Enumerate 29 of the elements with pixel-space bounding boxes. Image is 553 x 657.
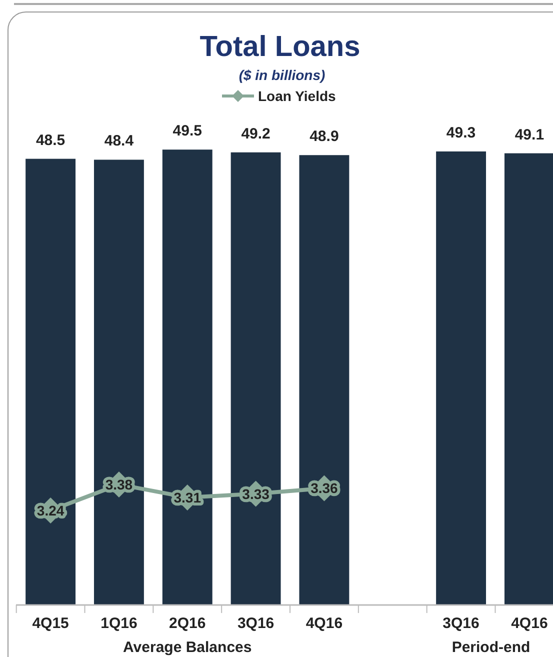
bar bbox=[26, 158, 76, 605]
data-label: 49.5 bbox=[172, 122, 202, 140]
x-tick-label: 3Q16 bbox=[442, 615, 480, 632]
chart-title: Total Loans bbox=[200, 31, 360, 63]
text: Average Balances bbox=[123, 639, 252, 656]
bar bbox=[94, 160, 144, 605]
x-tick-label: 4Q15 bbox=[32, 615, 69, 632]
data-label: 48.9 bbox=[310, 128, 339, 146]
bar bbox=[299, 155, 350, 605]
legend-label: Loan Yields bbox=[258, 88, 336, 104]
x-tick-label: 4Q16 bbox=[306, 615, 343, 632]
data-label: 3.38 bbox=[105, 476, 133, 492]
chart-subtitle: ($ in billions) bbox=[238, 67, 326, 83]
data-label: 49.1 bbox=[514, 126, 544, 144]
data-label: 3.33 bbox=[242, 486, 270, 502]
x-tick-label: 4Q16 bbox=[511, 615, 548, 632]
x-tick-label: 1Q16 bbox=[100, 615, 138, 632]
data-label: 49.2 bbox=[241, 125, 270, 142]
data-label: 3.31 bbox=[174, 489, 202, 506]
text: Period-end bbox=[452, 639, 530, 656]
x-tick-label: 2Q16 bbox=[169, 615, 206, 632]
x-tick-label: 3Q16 bbox=[237, 615, 274, 632]
data-label: 48.4 bbox=[104, 132, 134, 150]
data-label: 48.5 bbox=[36, 132, 66, 149]
bar bbox=[436, 151, 486, 605]
bar bbox=[504, 153, 553, 605]
bar bbox=[162, 150, 212, 605]
bar bbox=[230, 152, 281, 605]
data-label: 49.3 bbox=[446, 124, 476, 142]
